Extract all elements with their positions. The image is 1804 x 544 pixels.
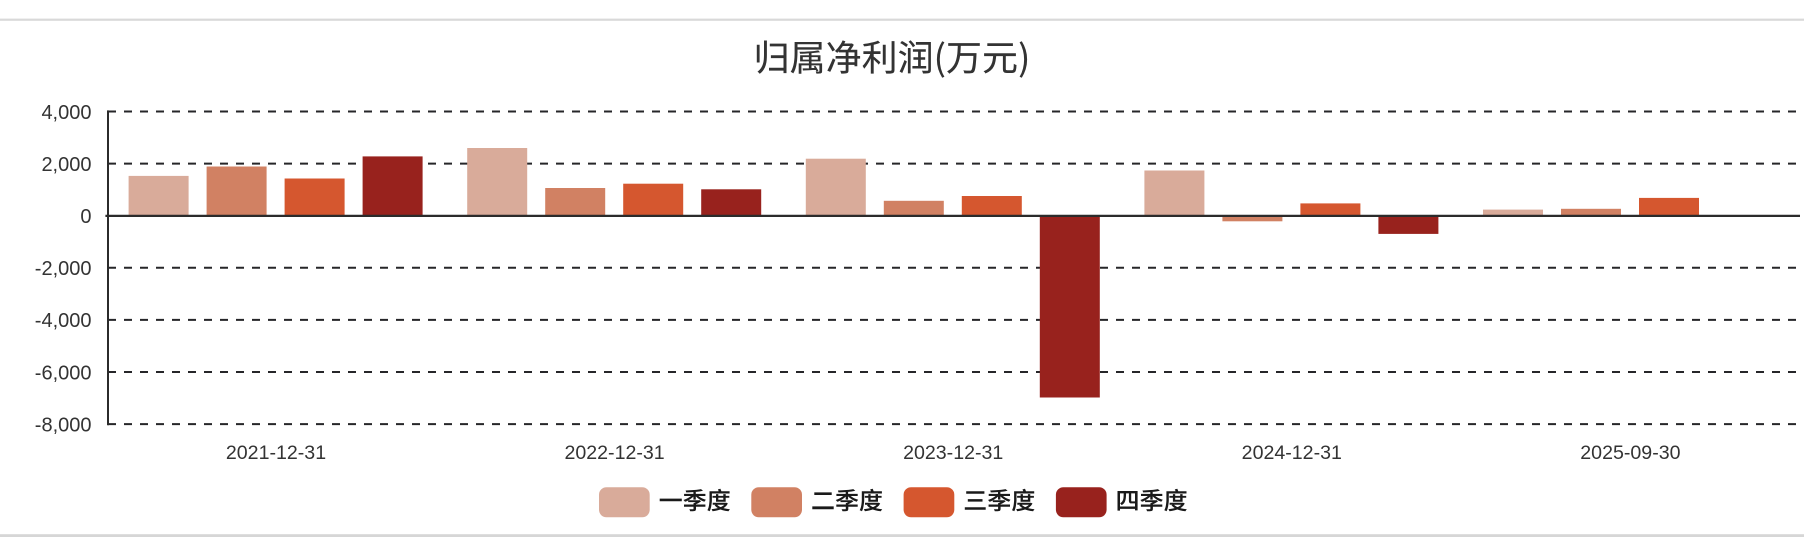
svg-text:4,000: 4,000: [41, 102, 91, 124]
svg-text:-6,000: -6,000: [35, 362, 92, 384]
svg-text:2,000: 2,000: [41, 154, 91, 176]
svg-text:2025-09-30: 2025-09-30: [1580, 442, 1680, 464]
svg-text:2023-12-31: 2023-12-31: [903, 442, 1003, 464]
svg-text:-4,000: -4,000: [35, 310, 92, 332]
svg-text:-8,000: -8,000: [35, 414, 92, 436]
svg-text:0: 0: [80, 206, 91, 228]
svg-text:-2,000: -2,000: [35, 258, 92, 280]
svg-text:2021-12-31: 2021-12-31: [226, 442, 326, 464]
svg-text:2024-12-31: 2024-12-31: [1242, 442, 1342, 464]
svg-text:2022-12-31: 2022-12-31: [564, 442, 664, 464]
